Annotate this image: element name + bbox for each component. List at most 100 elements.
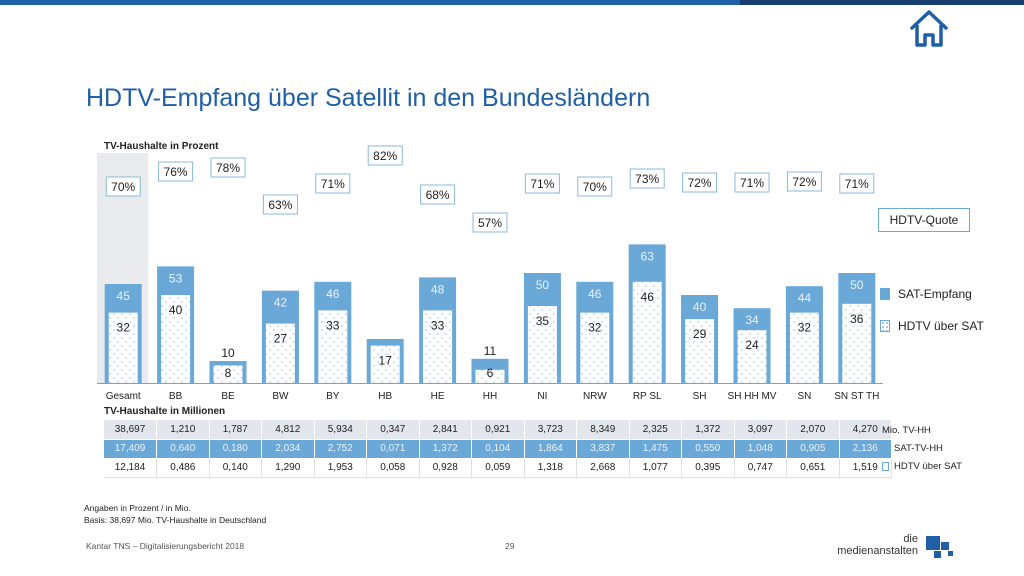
data-label-hdtv: 8 (225, 366, 232, 380)
table-cell: 0,747 (734, 458, 787, 478)
table-cell: 0,486 (156, 458, 210, 478)
table-cell: 3,837 (576, 439, 630, 459)
note-units: Angaben in Prozent / in Mio. (84, 503, 191, 513)
x-tick-label: HH (483, 391, 497, 402)
data-label-quote: 71% (740, 176, 764, 190)
table-cell: 1,048 (734, 439, 787, 459)
data-label-hdtv: 24 (745, 338, 759, 352)
data-label-sat: 10 (221, 346, 235, 360)
x-tick-label: SH HH MV (728, 391, 777, 402)
x-tick-label: SN (797, 391, 811, 402)
x-tick-label: NI (537, 391, 547, 402)
table-cell: 2,752 (314, 439, 367, 459)
data-label-quote: 70% (583, 180, 607, 194)
footer-source: Kantar TNS – Digitalisierungsbericht 201… (86, 541, 245, 551)
table-legend-swatch-sat (882, 444, 889, 453)
data-label-quote: 71% (530, 177, 554, 191)
legend-hdtv-quote: HDTV-Quote (878, 208, 970, 232)
legend-hdtv-ueber-sat: HDTV über SAT (880, 319, 984, 333)
table-cell: 0,550 (681, 439, 735, 459)
table-cell: 0,395 (681, 458, 735, 478)
table-cell: 1,953 (314, 458, 367, 478)
bar-hdtv-ueber-sat (423, 310, 453, 383)
x-tick-label: SN ST TH (834, 391, 879, 402)
x-tick-label: NRW (583, 391, 607, 402)
table-cell: 0,905 (786, 439, 840, 459)
top-accent-bar (0, 0, 1024, 5)
table-cell: 5,934 (314, 420, 367, 440)
table-cell: 0,058 (366, 458, 420, 478)
data-label-quote: 72% (792, 175, 816, 189)
data-label-hdtv: 32 (117, 321, 131, 335)
data-label-quote: 63% (268, 198, 292, 212)
bar-hdtv-ueber-sat (213, 365, 243, 383)
table-cell: 12,184 (104, 458, 157, 478)
data-label-hdtv: 6 (487, 366, 494, 380)
table-legend-swatch-hdtv (882, 462, 889, 471)
data-label-sat: 50 (850, 278, 864, 292)
bar-hdtv-ueber-sat (789, 312, 819, 383)
table-cell: 0,180 (209, 439, 262, 459)
quote-box (734, 172, 770, 193)
x-tick-label: BE (221, 391, 235, 402)
table-cell: 38,697 (104, 420, 157, 440)
data-label-hdtv: 32 (798, 321, 812, 335)
table-legend-hdtv: HDTV über SAT (882, 461, 962, 472)
data-label-hdtv: 40 (169, 303, 183, 317)
table-cell: 1,318 (524, 458, 577, 478)
table-cell: 1,787 (209, 420, 262, 440)
table-cell: 0,347 (366, 420, 420, 440)
data-label-quote: 57% (478, 216, 502, 230)
data-label-sat: 53 (169, 271, 183, 285)
table-cell: 1,210 (156, 420, 210, 440)
x-tick-label: Gesamt (106, 391, 141, 402)
table-cell: 2,668 (576, 458, 630, 478)
table-cell: 0,071 (366, 439, 420, 459)
data-label-sat: 50 (536, 278, 550, 292)
quote-box (786, 171, 822, 192)
millions-table: 38,697 1,210 1,787 4,812 5,934 0,347 2,841 0,92… (104, 420, 892, 478)
data-label-quote: 72% (688, 176, 712, 190)
data-label-sat: 34 (745, 313, 759, 327)
bar-hdtv-ueber-sat (527, 306, 557, 383)
table-cell: 2,136 (839, 439, 892, 459)
legend-swatch-hdtv (880, 320, 890, 332)
table-row: 12,184 0,486 0,140 1,290 1,953 0,058 0,928 0,05… (104, 458, 892, 478)
table-cell: 1,290 (261, 458, 315, 478)
quote-box (629, 168, 665, 189)
quote-box (367, 145, 403, 166)
table-cell: 0,059 (471, 458, 525, 478)
table-cell: 1,372 (681, 420, 735, 440)
quote-box (524, 173, 560, 194)
data-label-hdtv: 36 (850, 312, 864, 326)
table-cell: 2,325 (629, 420, 682, 440)
table-cell: 8,349 (576, 420, 630, 440)
table-cell: 4,812 (261, 420, 315, 440)
quote-box (420, 184, 456, 205)
bar-hdtv-ueber-sat (737, 330, 767, 383)
home-icon[interactable] (908, 8, 950, 48)
data-label-hdtv: 29 (693, 327, 707, 341)
table-cell: 3,723 (524, 420, 577, 440)
bar-hdtv-ueber-sat (161, 295, 191, 383)
data-label-hdtv: 35 (536, 314, 550, 328)
table-cell: 4,270 (839, 420, 892, 440)
data-label-hdtv: 17 (379, 354, 393, 368)
table-row: 17,409 0,640 0,180 2,034 2,752 0,071 1,372 0,10… (104, 439, 892, 459)
data-label-sat: 20 (379, 344, 393, 358)
bar-hdtv-ueber-sat (108, 312, 138, 383)
table-cell: 0,651 (786, 458, 840, 478)
logo-text-medienanstalten: medienanstalten (837, 545, 918, 557)
page-number: 29 (505, 541, 515, 551)
top-accent-bar-dark (740, 0, 1024, 5)
data-label-hdtv: 32 (588, 321, 602, 335)
data-label-sat: 48 (431, 282, 445, 296)
table-cell: 1,864 (524, 439, 577, 459)
data-label-quote: 82% (373, 149, 397, 163)
quote-box (158, 161, 194, 182)
data-label-sat: 46 (588, 287, 602, 301)
data-label-hdtv: 33 (326, 318, 340, 332)
table-legend-hdtv-label: HDTV über SAT (894, 461, 962, 472)
legend-swatch-sat (880, 288, 890, 300)
